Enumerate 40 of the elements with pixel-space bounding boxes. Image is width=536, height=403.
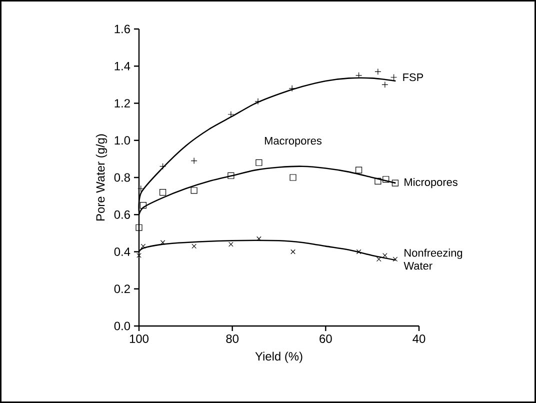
y-tick-label: 1.0: [114, 136, 130, 145]
annotation: Macropores: [264, 136, 322, 147]
point: [160, 240, 166, 245]
point: [376, 256, 382, 262]
point: [356, 166, 362, 174]
x-tick-label: 40: [412, 334, 426, 343]
point: [382, 253, 388, 258]
y-tick-label: 1.2: [114, 99, 130, 108]
point: [392, 180, 398, 186]
point: [256, 236, 262, 242]
y-tick-label: 0.8: [114, 173, 130, 182]
y-tick-label: 0.0: [114, 322, 130, 330]
point: [160, 189, 166, 196]
point: [228, 172, 234, 179]
point: [290, 249, 296, 254]
point: [228, 242, 234, 247]
y-tick-label: 1.4: [114, 62, 130, 70]
point: [140, 244, 146, 249]
y-tick-label: 1.6: [114, 24, 130, 34]
point: [136, 224, 142, 231]
point: [290, 174, 296, 181]
x-axis-title: Yield (%): [255, 352, 302, 363]
x-tick-label: 80: [226, 334, 239, 343]
y-axis-title: Pore Water (g/g): [96, 134, 108, 220]
point: [382, 176, 390, 183]
point: [140, 202, 146, 209]
point: [136, 253, 142, 258]
y-tick-label: 0.2: [114, 284, 130, 294]
series-label: Micropores: [404, 178, 458, 188]
series-label: FSP: [403, 73, 424, 82]
point: [190, 187, 198, 194]
point: [256, 159, 262, 166]
y-tick-label: 0.6: [114, 210, 130, 219]
y-tick-label: 0.4: [114, 248, 130, 256]
point: [374, 178, 382, 184]
series-label: Nonfreezing Water: [404, 248, 462, 270]
point: [192, 244, 196, 249]
x-tick-label: 60: [320, 334, 332, 343]
point: [356, 249, 362, 254]
x-tick-label: 100: [130, 334, 149, 343]
